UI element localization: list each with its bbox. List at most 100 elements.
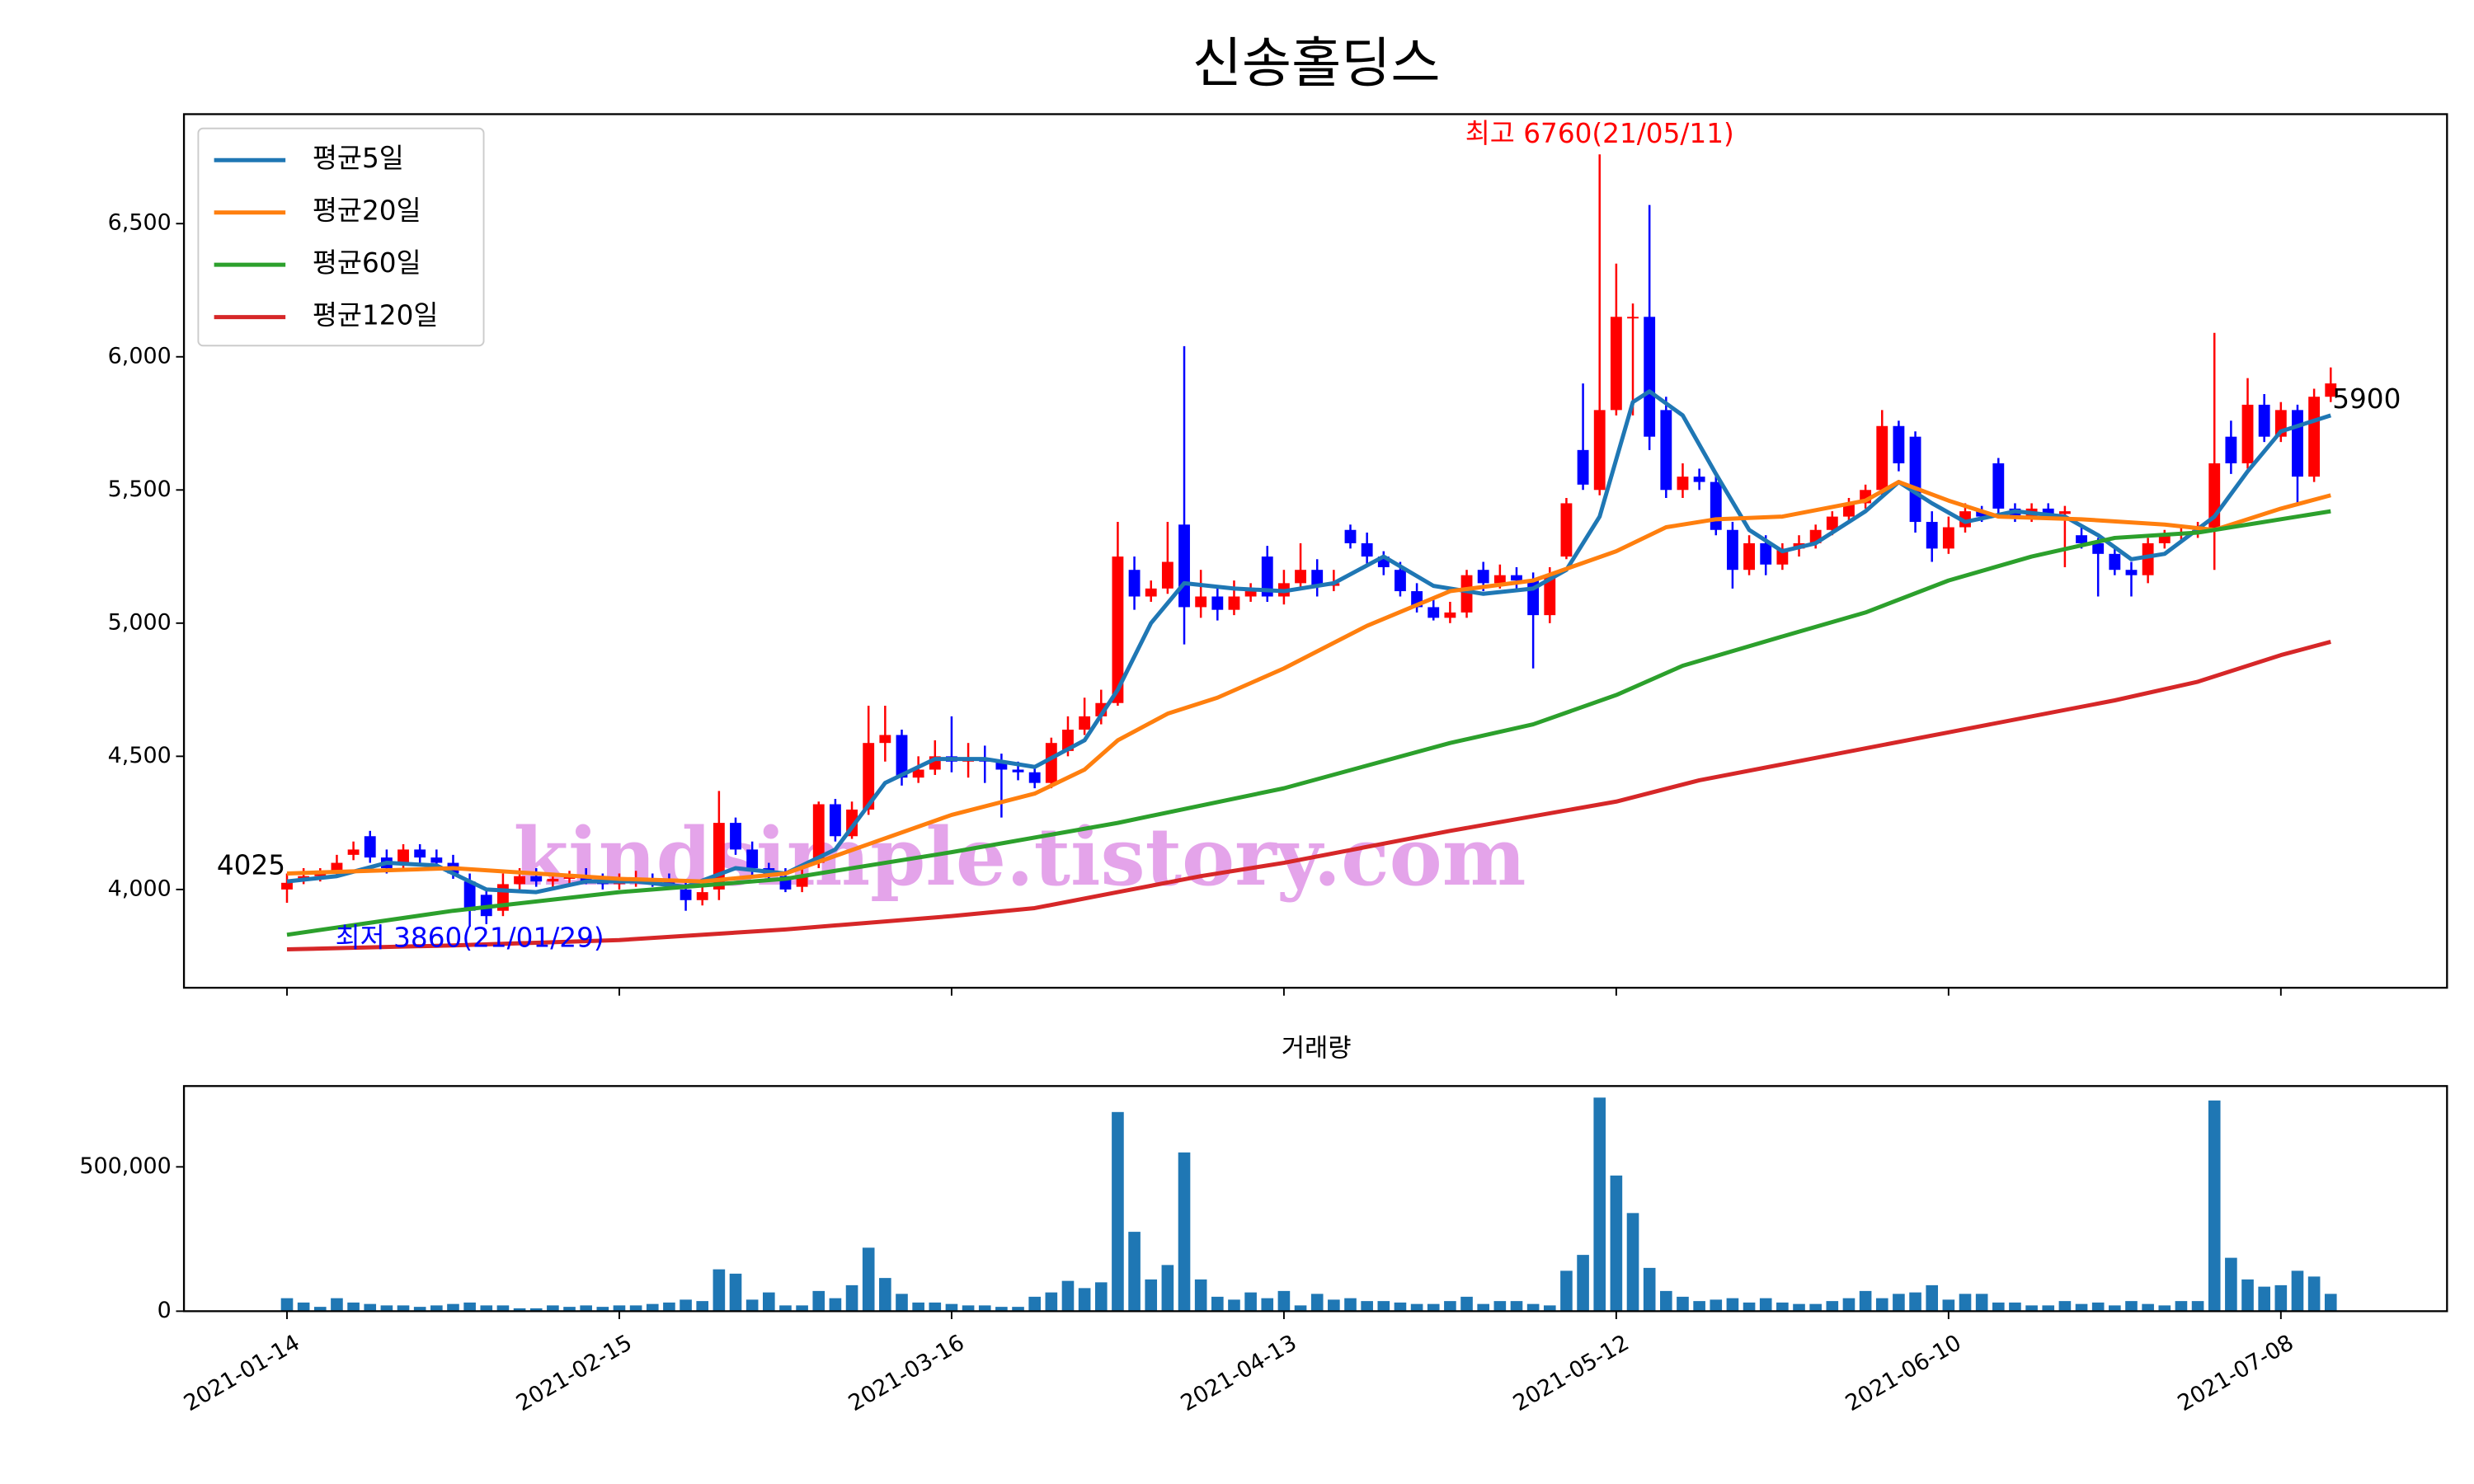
ma-line [286, 509, 2331, 937]
volume-bar [2175, 1301, 2188, 1312]
volume-bar [1660, 1290, 1672, 1312]
candle-body [298, 876, 310, 879]
volume-bar [1909, 1292, 1921, 1312]
volume-bar [1244, 1292, 1257, 1312]
candle-body [1344, 529, 1357, 543]
volume-bar [596, 1307, 609, 1312]
volume-bar [1028, 1296, 1041, 1312]
candle-body [1577, 449, 1589, 485]
volume-bar [1128, 1232, 1141, 1312]
candle-body [1726, 529, 1738, 571]
candle-body [2142, 542, 2154, 575]
candle-body [1228, 596, 1240, 610]
volume-bar [613, 1305, 626, 1312]
candle-body [1178, 524, 1190, 608]
annotation: 최고 6760(21/05/11) [1465, 118, 1734, 149]
candle-body [2076, 535, 2087, 543]
volume-bar [1859, 1290, 1872, 1312]
candle-body [1876, 425, 1888, 491]
ma-line [286, 640, 2331, 952]
candle-body [331, 862, 343, 871]
volume-bar [2208, 1100, 2221, 1312]
volume-bar [1926, 1284, 1939, 1312]
candle-body [1295, 570, 1306, 584]
candle-body [1511, 575, 1522, 581]
volume-bar [1444, 1301, 1456, 1312]
candle-body [2292, 410, 2303, 477]
candle-body [1211, 596, 1224, 610]
volume-bar [1893, 1294, 1905, 1312]
candle-body [1909, 436, 1921, 523]
y-tick-label: 6,000 [108, 343, 172, 369]
candle-body [1843, 503, 1855, 517]
candle-body [1710, 481, 1722, 530]
chart-title: 신송홀딩스 [1192, 32, 1441, 95]
candle-body [1261, 556, 1273, 597]
candle-body [1926, 522, 1938, 549]
volume-bar [663, 1302, 675, 1312]
volume-bar [1477, 1303, 1490, 1312]
volume-bar [762, 1292, 775, 1312]
candle-body [364, 836, 376, 858]
candle-body [995, 761, 1008, 770]
candle-body [1942, 527, 1954, 549]
candle-body [1693, 477, 1705, 482]
candle-body [746, 849, 759, 869]
volume-bar [2225, 1257, 2237, 1312]
candle-body [912, 769, 924, 778]
candle-body [2109, 553, 2121, 571]
volume-bar [1959, 1294, 1972, 1312]
candle-body [1145, 588, 1157, 597]
candle-body [1112, 556, 1124, 703]
volume-bar [480, 1305, 493, 1312]
ma-line [286, 480, 2331, 884]
volume-bar [331, 1298, 343, 1312]
candle-body [1161, 561, 1174, 589]
candle-body [1743, 542, 1755, 571]
volume-bar [1045, 1292, 1058, 1312]
candle-body [812, 804, 825, 863]
volume-bar [1310, 1294, 1324, 1312]
y-tick-label: 5,500 [108, 477, 172, 502]
volume-bar [1460, 1296, 1473, 1312]
volume-y-tick-label: 0 [158, 1298, 172, 1323]
volume-bar [1842, 1298, 1856, 1312]
candle-body [1427, 607, 1440, 618]
volume-bar [529, 1308, 543, 1312]
volume-bar [929, 1302, 942, 1312]
candle-body [1395, 570, 1406, 592]
volume-bar [995, 1307, 1008, 1312]
volume-bar [1610, 1175, 1623, 1312]
volume-bar [1793, 1303, 1805, 1312]
candle-body [879, 735, 891, 744]
candle-body [1477, 570, 1489, 584]
volume-bar [978, 1305, 991, 1312]
volume-bar [1677, 1296, 1689, 1312]
volume-bar [796, 1305, 808, 1312]
candle-body [2125, 570, 2138, 575]
volume-bar [2009, 1302, 2021, 1312]
candle-body [1593, 410, 1606, 491]
volume-bar [696, 1301, 709, 1312]
candle-body [1893, 425, 1905, 463]
candle-body [1677, 477, 1689, 491]
volume-bar [297, 1302, 310, 1312]
y-tick-label: 5,000 [108, 609, 172, 635]
candle-body [730, 823, 741, 850]
volume-bar [1294, 1305, 1307, 1312]
volume-bar [1228, 1299, 1240, 1312]
volume-bar [1394, 1302, 1407, 1312]
volume-bar [1726, 1298, 1739, 1312]
candle-body [1311, 570, 1324, 586]
candle-body [1660, 410, 1672, 491]
volume-bar [713, 1269, 726, 1312]
annotation: 최저 3860(21/01/29) [336, 922, 604, 953]
candle-body [2092, 542, 2105, 554]
candle-body [463, 881, 476, 911]
volume-bar [563, 1307, 576, 1312]
volume-bar [1178, 1152, 1191, 1312]
price-frame [182, 113, 2448, 989]
candle-body [1992, 463, 2005, 509]
